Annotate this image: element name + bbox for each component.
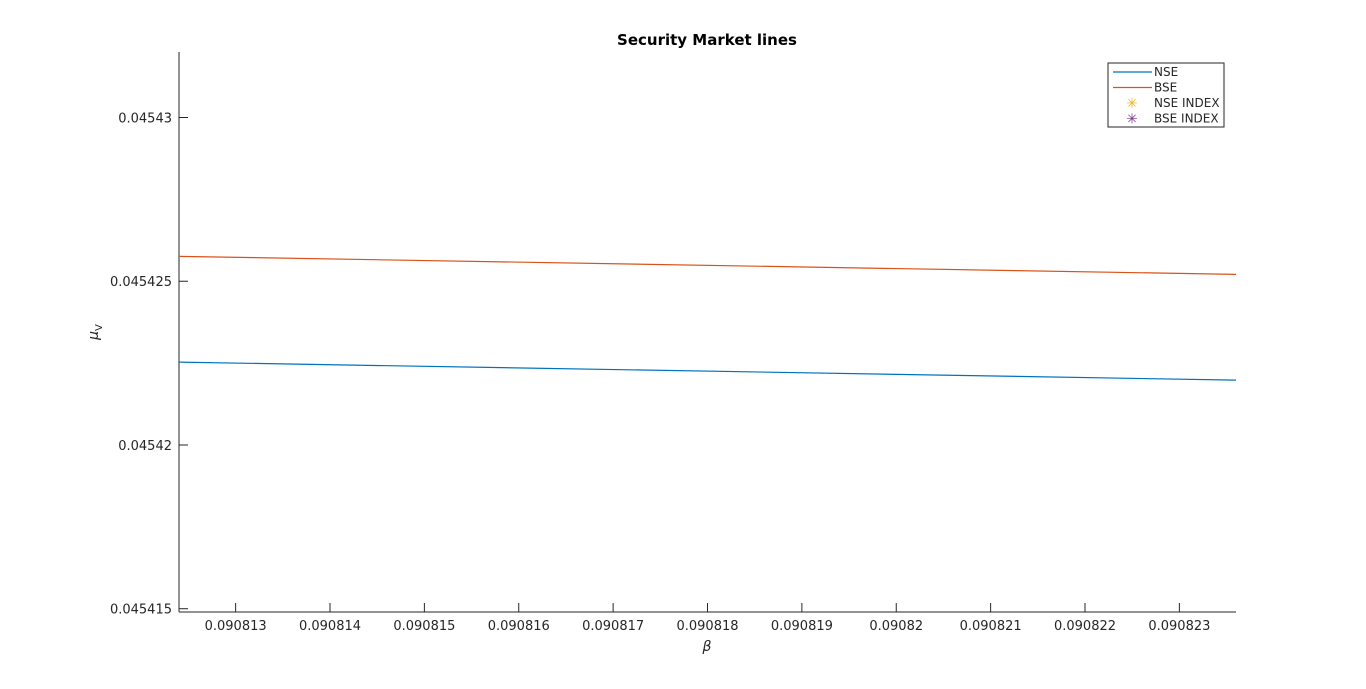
series-layer: [178, 255, 1237, 381]
x-tick-label: 0.090819: [771, 619, 833, 634]
x-tick-label: 0.090822: [1054, 619, 1116, 634]
legend: NSE BSE ✳ NSE INDEX ✳ BSE INDEX: [1107, 62, 1225, 128]
y-tick-label: 0.045415: [110, 603, 172, 618]
x-tick-label: 0.090815: [393, 619, 455, 634]
x-ticks: 0.090813 0.090814 0.090815 0.090816 0.090817…: [205, 603, 1210, 634]
y-tick-label: 0.04543: [118, 111, 172, 126]
series-line-nse: [178, 361, 1237, 381]
x-tick-label: 0.09082: [869, 619, 923, 634]
y-axis-label-main: μ: [86, 331, 102, 341]
legend-label-bse-index: BSE INDEX: [1154, 112, 1219, 126]
x-tick-label: 0.090813: [205, 619, 267, 634]
x-axis-label: β: [702, 639, 712, 655]
legend-label-nse-index: NSE INDEX: [1154, 96, 1220, 110]
y-axis-label: μV: [86, 324, 105, 341]
y-tick-label: 0.04542: [118, 439, 172, 454]
legend-box: [1107, 62, 1225, 128]
chart-title: Security Market lines: [617, 31, 797, 49]
x-tick-label: 0.090823: [1148, 619, 1210, 634]
legend-marker-nse-index: ✳: [1126, 96, 1138, 112]
x-tick-label: 0.090816: [488, 619, 550, 634]
legend-label-nse: NSE: [1154, 65, 1178, 79]
legend-marker-bse-index: ✳: [1126, 112, 1138, 128]
x-tick-label: 0.090817: [582, 619, 644, 634]
y-tick-label: 0.045425: [110, 275, 172, 290]
legend-label-bse: BSE: [1154, 81, 1177, 95]
y-ticks: 0.045415 0.04542 0.045425 0.04543: [110, 111, 188, 618]
series-line-bse: [178, 255, 1237, 275]
x-tick-label: 0.090821: [960, 619, 1022, 634]
x-tick-label: 0.090818: [676, 619, 738, 634]
y-axis-label-subscript: V: [94, 324, 105, 331]
x-tick-label: 0.090814: [299, 619, 361, 634]
